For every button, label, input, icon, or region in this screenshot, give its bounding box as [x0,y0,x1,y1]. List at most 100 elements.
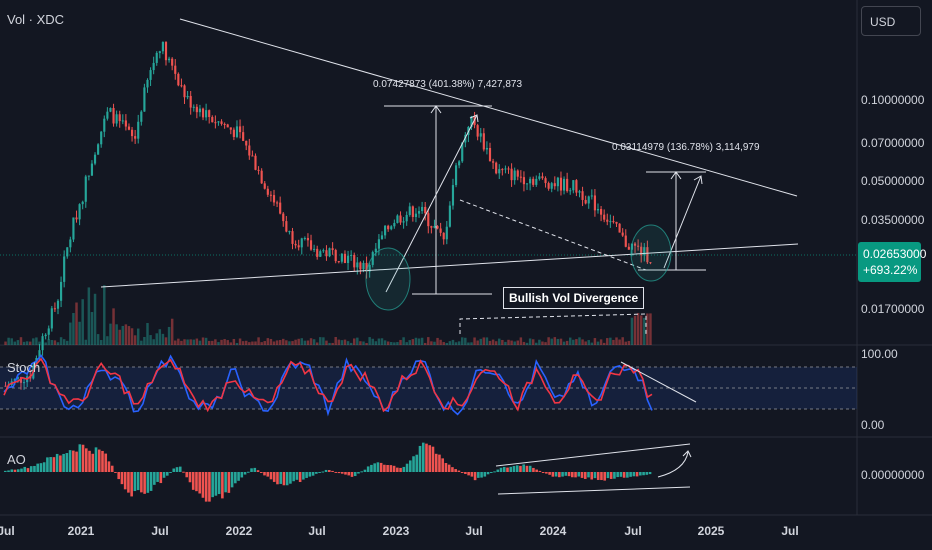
dashed-line [459,199,647,271]
ao-bar [551,472,555,477]
ao-bar [509,466,513,472]
price-candle [276,202,279,204]
projection-arrow-head [693,175,703,185]
price-candle [22,382,26,384]
ao-bar [457,470,461,472]
price-candle [396,215,399,223]
price-candle [377,239,380,249]
price-candle [201,108,205,118]
volume-bar [306,340,310,345]
volume-bar [319,337,322,345]
ao-bar [366,466,370,472]
volume-bar [467,342,470,345]
price-candle [177,73,180,86]
price-candle [140,111,143,122]
price-candle [316,248,319,257]
price-candle [229,127,232,130]
volume-bar [278,340,282,345]
price-candle [291,231,294,244]
projection-arrow [385,114,478,293]
ao-bar [292,472,295,482]
price-candle [130,129,134,137]
price-candle [152,62,155,71]
volume-bar [516,340,520,345]
volume-bar [393,342,396,345]
price-candle [556,177,559,187]
currency-button[interactable]: USD [861,6,921,36]
price-candle [97,144,100,155]
price-candle [78,204,81,220]
ao-bar [52,457,56,472]
ao-bar [577,472,581,477]
y-tick-label: 0.07000000 [861,136,925,150]
price-candle [408,206,411,215]
measure-arrow-head [430,105,442,114]
ao-bar [532,467,535,472]
price-candle [442,232,445,240]
price-candle [53,308,56,310]
volume-bar [115,324,118,345]
ao-bar [289,472,292,484]
ao-bar [26,468,30,472]
price-candle [637,245,640,247]
ao-bar [593,472,597,479]
volume-bar [118,329,121,345]
volume-bar [217,342,220,345]
price-candle [93,154,97,164]
ao-arrow [657,451,689,478]
ao-bar [240,472,244,478]
ao-bar [39,463,43,472]
ao-bar [473,472,477,481]
ao-bar [548,472,551,475]
price-candle [393,222,396,227]
ao-bar [169,472,172,473]
price-candle [421,206,424,212]
ao-bar [117,472,120,480]
ao-bar [311,472,315,476]
symbol-title: Vol · XDC [7,12,65,27]
price-candle [504,168,507,170]
price-candle [180,85,183,87]
price-candle [66,247,69,257]
volume-bar [238,338,242,345]
volume-bar [624,341,628,345]
price-candle [427,213,430,227]
ao-bar [622,472,626,478]
ao-bar [519,465,522,472]
price-candle [331,248,334,251]
price-candle [81,201,84,205]
price-candle [294,243,297,246]
ao-bar [230,472,234,488]
volume-bar [204,337,208,345]
ao-bar [247,471,250,473]
price-candle [269,194,272,196]
volume-bar [627,340,631,345]
price-candle [195,106,198,113]
volume-bar [565,340,569,345]
price-candle [158,51,161,53]
price-candle [590,195,593,197]
ao-bar [68,450,72,472]
ao-bar [554,472,558,477]
price-candle [624,235,627,247]
trend-line [495,443,691,467]
ao-bar [629,472,632,477]
volume-bar [411,339,415,345]
price-candle [488,148,492,162]
price-candle [235,126,239,137]
volume-bar [294,339,297,345]
ao-bar [376,462,380,472]
ao-bar [7,470,10,472]
price-candle [214,122,217,124]
volume-bar [479,338,482,345]
ao-bar [464,472,467,474]
volume-bar [275,340,279,345]
ao-bar [635,472,639,477]
volume-bar [99,340,103,345]
volume-bar [399,339,402,345]
volume-bar [325,340,328,345]
volume-bar [377,338,381,345]
price-candle [374,248,377,253]
volume-bar [476,340,479,345]
